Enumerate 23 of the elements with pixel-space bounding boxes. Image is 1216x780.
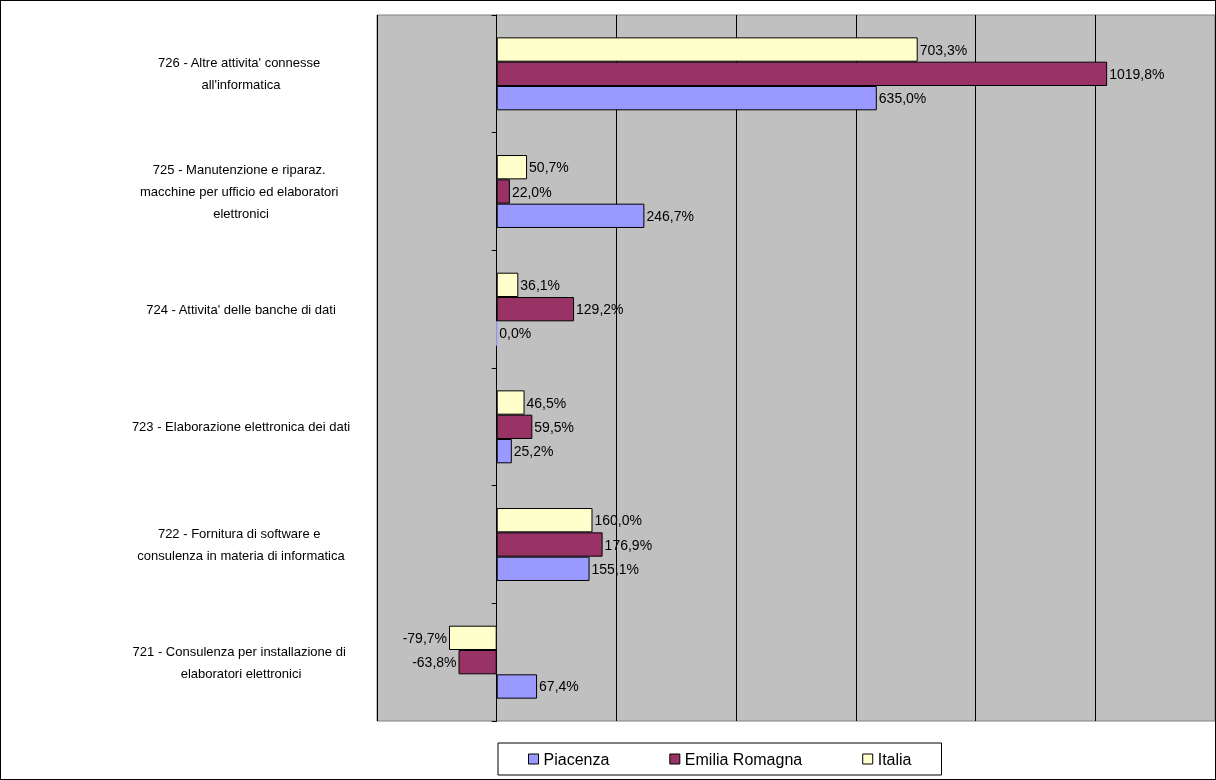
y-tick-label: 726 - Altre attivita' connesse all'informatica (158, 55, 324, 93)
legend-label: Piacenza (543, 750, 610, 768)
data-label: 703,3% (919, 41, 968, 58)
data-label: 46,5% (526, 394, 567, 411)
data-label: 635,0% (878, 90, 927, 107)
data-label: 59,5% (534, 418, 575, 435)
y-tick-label: 724 - Attivita' delle banche di dati (146, 301, 336, 317)
legend-label: Emilia Romagna (684, 750, 803, 768)
data-label: 67,4% (539, 678, 579, 695)
y-tick-label: 723 - Elaborazione elettronica dei dati (131, 419, 351, 435)
y-tick-label: 721 - Consulenza per installazione di elaboratori elettronici (132, 643, 350, 681)
data-label: 50,7% (529, 159, 569, 176)
data-label: -63,8% (412, 654, 457, 671)
legend-label: Italia (877, 750, 912, 768)
data-label: 0,0% (499, 325, 532, 342)
data-label: 36,1% (520, 276, 561, 293)
data-label: -79,7% (402, 629, 448, 646)
data-label: 246,7% (646, 207, 694, 224)
data-label: 22,0% (511, 183, 552, 200)
data-label: 25,2% (513, 443, 554, 460)
data-label: 1019,8% (1109, 65, 1165, 82)
y-tick-label: 722 - Fornitura di software e consulenza in materia di informatica (137, 526, 346, 563)
y-tick-label: 725 - Manutenzione e riparaz. macchine per ufficio ed elaboratori elettronici (139, 162, 343, 221)
